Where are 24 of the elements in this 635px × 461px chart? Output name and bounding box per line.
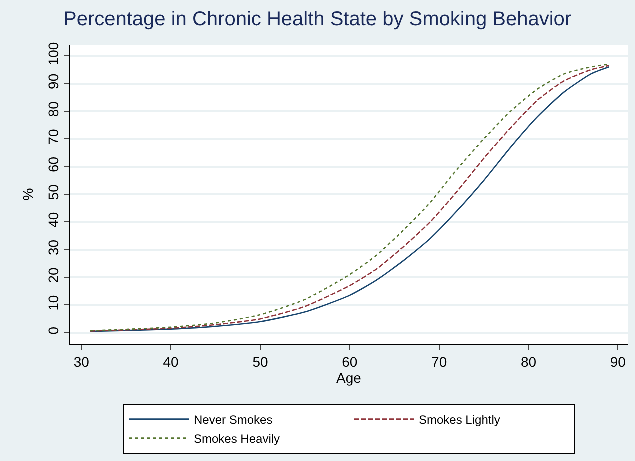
y-tick-label: 20 xyxy=(45,267,62,284)
y-tick-label: 50 xyxy=(45,184,62,200)
y-tick-label: 70 xyxy=(45,129,62,145)
x-tick-label: 30 xyxy=(74,354,90,370)
legend-label: Smokes Heavily xyxy=(194,432,280,446)
y-tick-label: 0 xyxy=(45,326,62,335)
x-tick-label: 60 xyxy=(342,354,358,370)
y-tick-label: 10 xyxy=(45,295,62,311)
x-tick-label: 90 xyxy=(610,354,626,370)
x-tick-label: 50 xyxy=(252,354,268,370)
x-tick-label: 70 xyxy=(432,354,448,370)
chart-title: Percentage in Chronic Health State by Smoking Behavior xyxy=(64,8,572,31)
y-tick-label: 100 xyxy=(45,42,62,66)
y-tick-label: 60 xyxy=(45,156,62,172)
y-axis-title: % xyxy=(20,188,36,201)
x-tick-label: 40 xyxy=(163,354,180,370)
y-tick-label: 30 xyxy=(45,240,62,256)
y-tick-label: 40 xyxy=(45,212,62,228)
legend-label: Never Smokes xyxy=(194,412,273,427)
y-tick-label: 80 xyxy=(45,101,62,118)
x-tick-label: 80 xyxy=(520,354,537,370)
x-axis-title: Age xyxy=(336,370,362,386)
y-tick-label: 90 xyxy=(45,74,62,90)
legend-label: Smokes Lightly xyxy=(419,412,500,427)
